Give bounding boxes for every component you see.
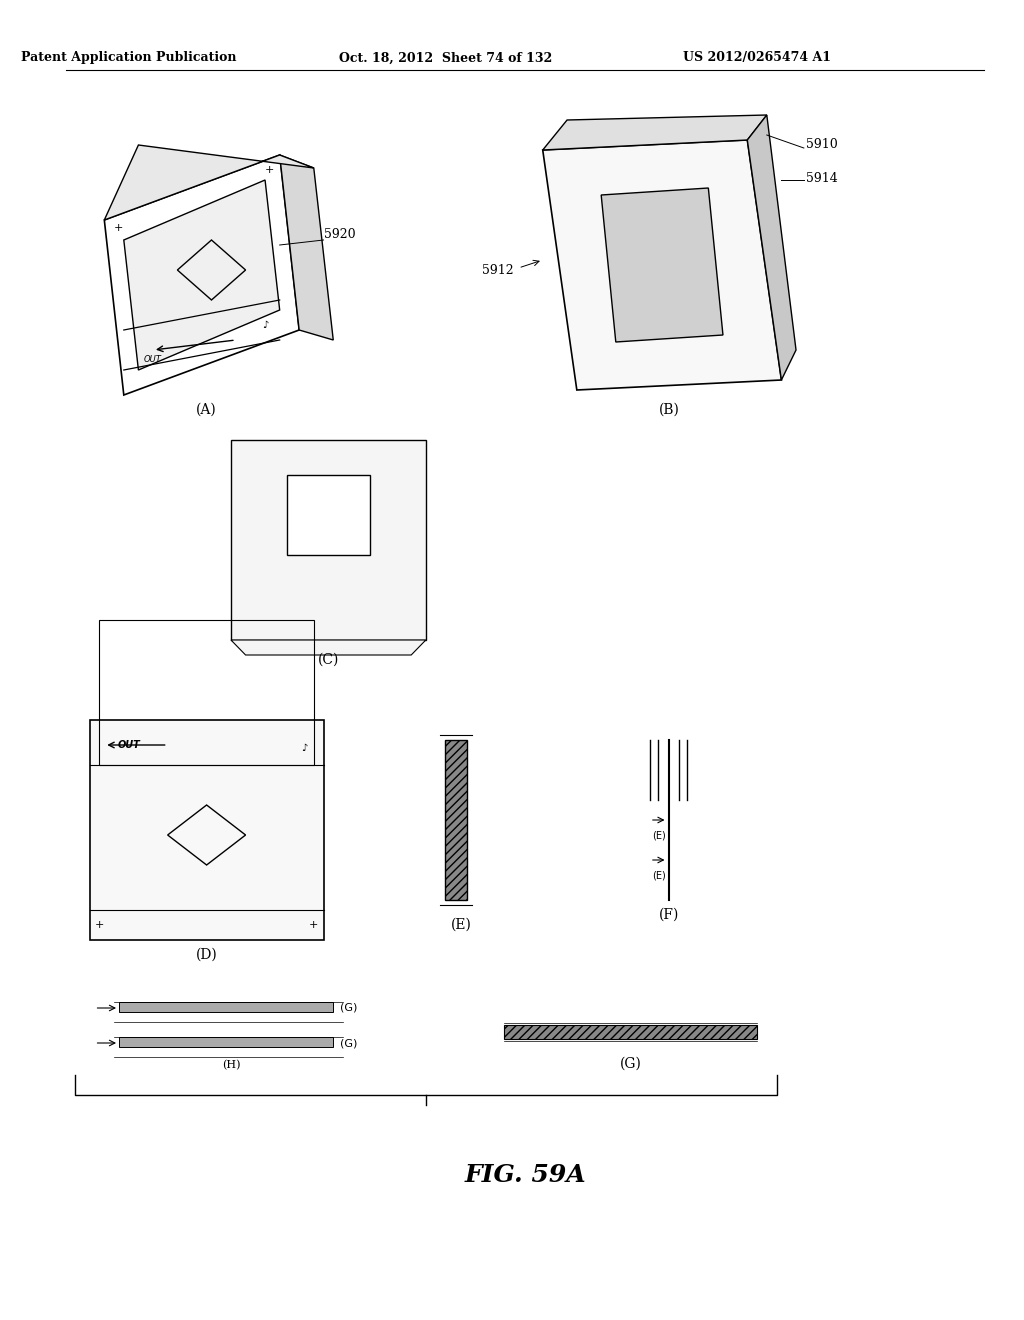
Text: ♪: ♪ (262, 319, 268, 330)
Bar (504, 1026, 757, 1039)
Text: FIG. 59A: FIG. 59A (464, 1163, 586, 1187)
Polygon shape (280, 154, 333, 341)
Text: US 2012/0265474 A1: US 2012/0265474 A1 (683, 51, 831, 65)
Bar (90, 719, 324, 940)
Text: 5914: 5914 (806, 172, 838, 185)
Text: (G): (G) (340, 1038, 357, 1048)
Text: (E): (E) (652, 870, 666, 880)
Text: (C): (C) (317, 653, 339, 667)
Text: (B): (B) (658, 403, 680, 417)
Text: ♪: ♪ (301, 743, 307, 752)
Text: +: + (115, 223, 124, 234)
Polygon shape (748, 115, 796, 380)
Text: (F): (F) (659, 908, 680, 921)
Text: OUT: OUT (144, 355, 162, 364)
Text: (A): (A) (197, 403, 217, 417)
Text: +: + (95, 920, 104, 931)
Text: (H): (H) (222, 1060, 241, 1071)
Polygon shape (231, 640, 426, 655)
Text: (G): (G) (340, 1003, 357, 1012)
Text: +: + (265, 165, 274, 176)
Text: +: + (309, 920, 318, 931)
Polygon shape (543, 140, 781, 389)
Text: (E): (E) (652, 830, 666, 840)
Polygon shape (104, 145, 313, 220)
Text: 5910: 5910 (806, 139, 838, 152)
Text: Patent Application Publication: Patent Application Publication (20, 51, 237, 65)
Text: OUT: OUT (118, 741, 140, 750)
Polygon shape (601, 187, 723, 342)
Text: (G): (G) (620, 1057, 641, 1071)
Text: 5920: 5920 (324, 228, 355, 242)
Polygon shape (543, 115, 767, 150)
Bar (288, 475, 371, 554)
Text: 5912: 5912 (482, 264, 513, 276)
Bar (119, 1002, 333, 1012)
Polygon shape (124, 180, 280, 370)
Bar (231, 440, 426, 640)
Text: (D): (D) (196, 948, 217, 962)
Bar (119, 1038, 333, 1047)
Bar (99, 620, 313, 766)
Text: Oct. 18, 2012  Sheet 74 of 132: Oct. 18, 2012 Sheet 74 of 132 (339, 51, 552, 65)
Bar (445, 741, 467, 900)
Text: (E): (E) (451, 917, 471, 932)
